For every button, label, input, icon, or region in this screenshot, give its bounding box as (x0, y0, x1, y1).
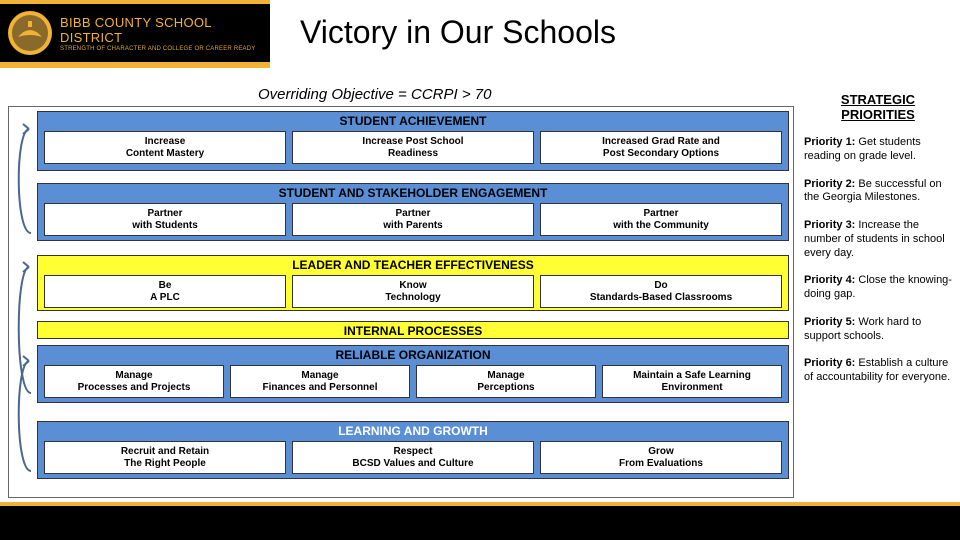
band-header: LEARNING AND GROWTH (38, 422, 788, 441)
priority-item: Priority 3: Increase the number of stude… (804, 219, 952, 260)
band-cell: BeA PLC (44, 275, 286, 308)
gold-strip (0, 62, 270, 68)
band-cell: ManageProcesses and Projects (44, 365, 224, 398)
district-logo-icon (6, 9, 54, 57)
footer-black-bar (0, 506, 960, 540)
band-header: STUDENT ACHIEVEMENT (38, 112, 788, 131)
band-cells: Recruit and RetainThe Right PeopleRespec… (38, 441, 788, 480)
band-cell: ManagePerceptions (416, 365, 596, 398)
band-cell: Partnerwith Parents (292, 203, 534, 236)
priorities-sidebar: STRATEGIC PRIORITIES Priority 1: Get stu… (804, 92, 952, 399)
priority-label: Priority 2: (804, 178, 855, 190)
band-cells: Partnerwith StudentsPartnerwith ParentsP… (38, 203, 788, 242)
priority-label: Priority 4: (804, 274, 855, 286)
band-reliable-org: RELIABLE ORGANIZATIONManageProcesses and… (37, 345, 789, 403)
priority-item: Priority 2: Be successful on the Georgia… (804, 178, 952, 206)
band-internal-processes: INTERNAL PROCESSES (37, 321, 789, 339)
priority-item: Priority 4: Close the knowing-doing gap. (804, 274, 952, 302)
feedback-arrow-icon (11, 121, 35, 239)
band-cell: IncreaseContent Mastery (44, 131, 286, 164)
band-leader-teacher: LEADER AND TEACHER EFFECTIVENESSBeA PLCK… (37, 255, 789, 311)
band-header: INTERNAL PROCESSES (38, 322, 788, 341)
feedback-arrow-icon (11, 353, 35, 477)
band-cell: Partnerwith Students (44, 203, 286, 236)
band-cell: Maintain a Safe LearningEnvironment (602, 365, 782, 398)
page-subtitle: Overriding Objective = CCRPI > 70 (258, 86, 491, 103)
priority-label: Priority 3: (804, 219, 855, 231)
band-header: RELIABLE ORGANIZATION (38, 346, 788, 365)
strategy-chart: STUDENT ACHIEVEMENTIncreaseContent Maste… (8, 106, 794, 498)
priority-item: Priority 1: Get students reading on grad… (804, 136, 952, 164)
band-cell: Increase Post SchoolReadiness (292, 131, 534, 164)
priority-item: Priority 6: Establish a culture of accou… (804, 357, 952, 385)
page-title: Victory in Our Schools (300, 14, 616, 51)
band-cell: ManageFinances and Personnel (230, 365, 410, 398)
band-student-achievement: STUDENT ACHIEVEMENTIncreaseContent Maste… (37, 111, 789, 171)
priority-item: Priority 5: Work hard to support schools… (804, 316, 952, 344)
band-cell: DoStandards-Based Classrooms (540, 275, 782, 308)
band-cells: BeA PLCKnowTechnologyDoStandards-Based C… (38, 275, 788, 314)
band-cell: RespectBCSD Values and Culture (292, 441, 534, 474)
band-cells: ManageProcesses and ProjectsManageFinanc… (38, 365, 788, 404)
band-cell: Partnerwith the Community (540, 203, 782, 236)
band-cells: IncreaseContent MasteryIncrease Post Sch… (38, 131, 788, 170)
priority-label: Priority 1: (804, 136, 855, 148)
priorities-header: STRATEGIC PRIORITIES (804, 92, 952, 122)
band-learning-growth: LEARNING AND GROWTHRecruit and RetainThe… (37, 421, 789, 479)
band-cell: Increased Grad Rate andPost Secondary Op… (540, 131, 782, 164)
band-cell: KnowTechnology (292, 275, 534, 308)
priority-label: Priority 5: (804, 316, 855, 328)
band-header: LEADER AND TEACHER EFFECTIVENESS (38, 256, 788, 275)
band-cell: GrowFrom Evaluations (540, 441, 782, 474)
logo-line-1: BIBB COUNTY SCHOOL DISTRICT (60, 15, 270, 45)
band-stakeholder-engagement: STUDENT AND STAKEHOLDER ENGAGEMENTPartne… (37, 183, 789, 241)
logo-bar: BIBB COUNTY SCHOOL DISTRICT STRENGTH OF … (0, 0, 270, 62)
band-cell: Recruit and RetainThe Right People (44, 441, 286, 474)
logo-line-2: STRENGTH OF CHARACTER AND COLLEGE OR CAR… (60, 46, 270, 52)
priority-label: Priority 6: (804, 357, 855, 369)
band-header: STUDENT AND STAKEHOLDER ENGAGEMENT (38, 184, 788, 203)
